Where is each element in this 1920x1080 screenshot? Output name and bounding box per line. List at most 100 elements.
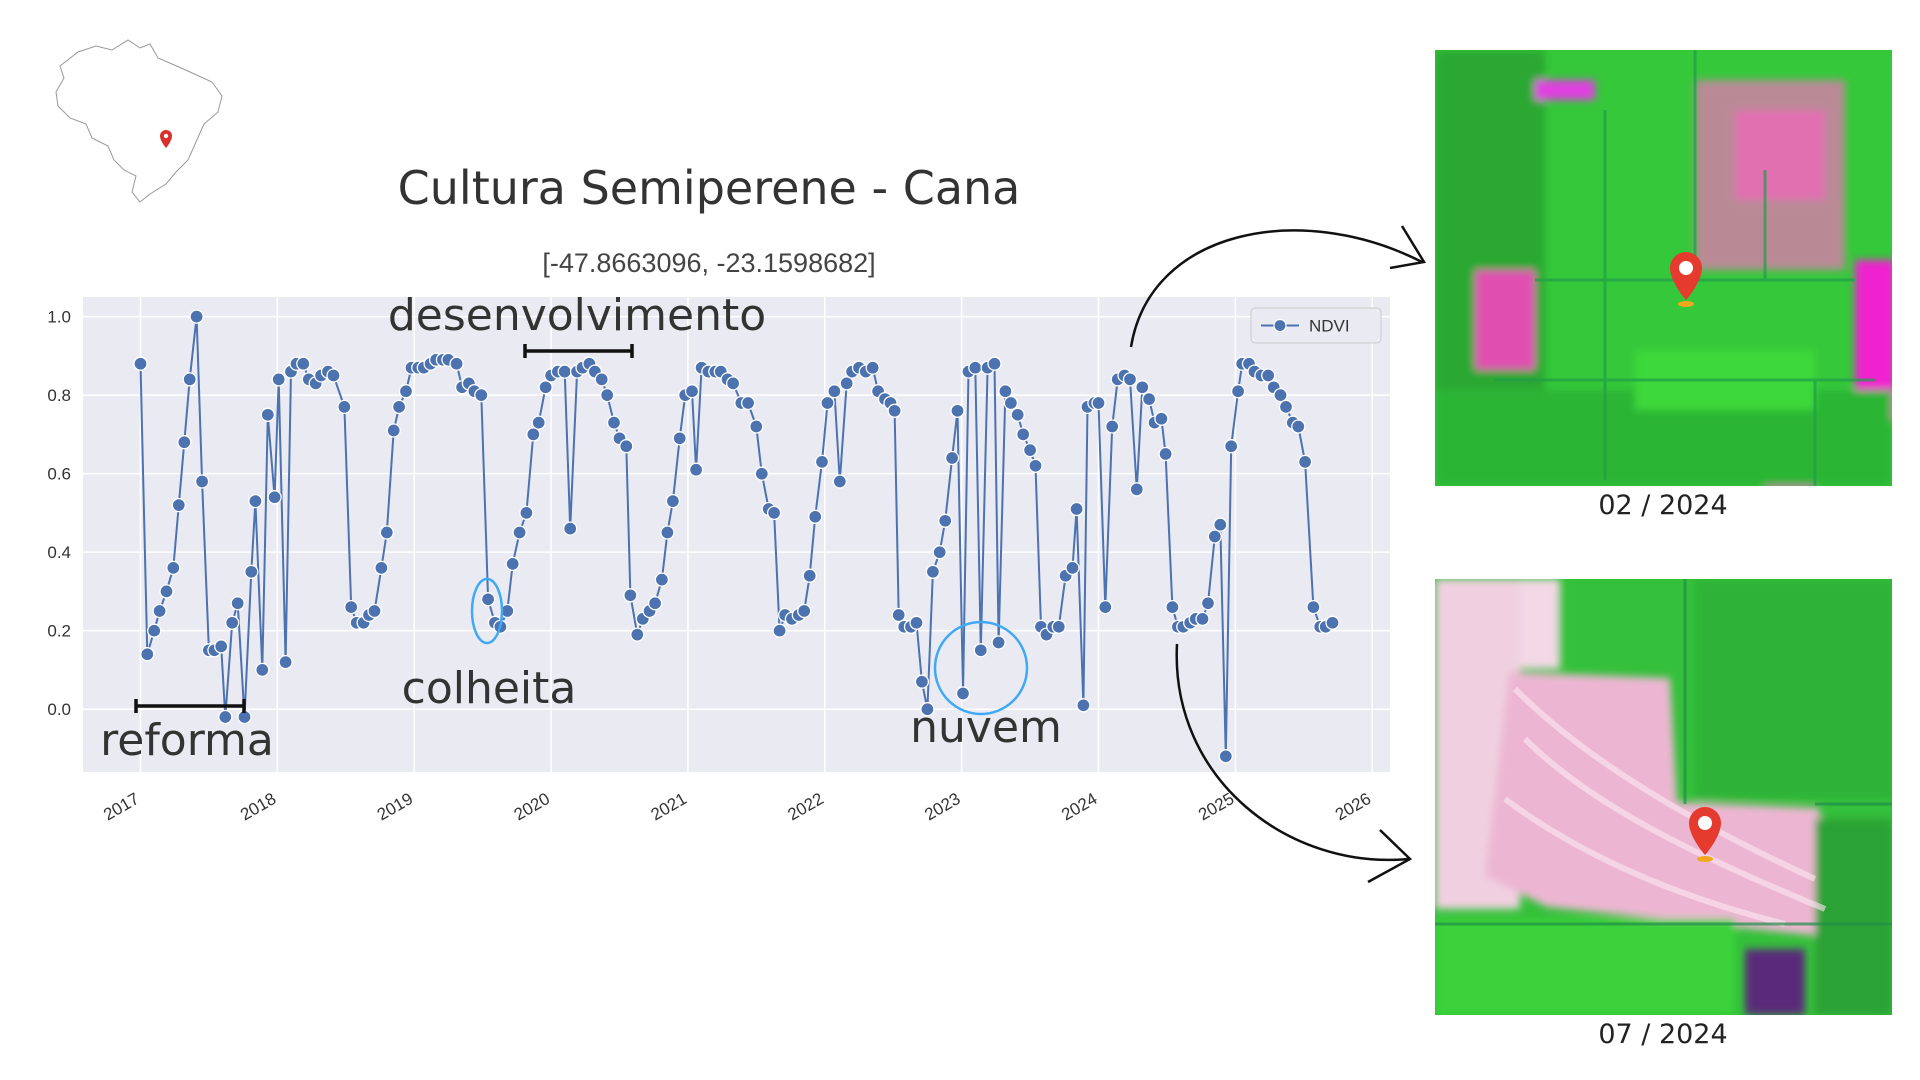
annotation-label: reforma [100,715,274,766]
data-point [955,686,971,701]
data-point [839,376,854,391]
data-point [1158,446,1173,462]
data-point [379,525,394,540]
data-point [1306,599,1321,615]
data-point [538,380,553,395]
y-tick-label: 0.2 [47,622,71,641]
data-point [797,603,812,619]
data-point [766,505,782,521]
data-point [133,356,148,371]
data-point [594,372,609,387]
data-point [814,454,830,470]
data-point [1278,399,1294,415]
data-point [512,525,527,540]
image-caption: 02 / 2024 [1598,490,1727,521]
data-point [891,607,906,623]
data-point [557,364,572,379]
x-tick-label: 2026 [1332,789,1374,824]
data-point [772,623,787,638]
chart-subtitle: [-47.8663096, -23.1598682] [542,248,875,278]
location-map [55,39,223,203]
data-point [865,360,880,375]
data-point [260,407,275,422]
data-point [920,702,935,717]
data-point [1325,615,1340,630]
data-point [519,505,534,521]
x-tick-label: 2017 [100,789,142,824]
x-tick-label: 2024 [1058,789,1100,824]
x-tick-label: 2023 [921,789,963,824]
data-point [391,399,407,415]
data-point [147,623,162,638]
x-tick-label: 2021 [648,789,690,824]
data-point [255,662,270,678]
data-point [619,439,634,454]
data-point [225,615,240,630]
location-pin-dot [163,133,169,139]
data-point [218,709,233,725]
data-point [267,490,282,505]
data-point [1051,619,1066,634]
data-point [1224,439,1239,454]
data-point [230,596,245,611]
highlight-ellipse [470,577,504,645]
data-point [654,572,670,587]
data [133,309,1340,764]
image-caption: 07 / 2024 [1598,1019,1727,1050]
data-point [531,415,546,430]
legend-box [1250,307,1382,344]
data-point [660,525,675,540]
data-point [1297,454,1313,470]
data-point [973,643,988,658]
data-point [1135,380,1150,395]
data-point [1195,611,1210,627]
data-point [474,387,489,403]
data-point [925,564,941,579]
data-point [1230,384,1246,399]
data-point [337,399,352,415]
bracket [523,344,634,358]
data-point [1022,442,1038,458]
data-point [832,474,847,489]
data-point [177,435,192,450]
data-point [526,427,541,442]
data-point [1200,596,1216,611]
arrow [1129,229,1423,348]
annotations: desenvolvimento colheita reforma nuvem [100,290,1062,766]
data-point [194,474,210,489]
data-point [271,372,286,387]
data-point [449,356,464,371]
data-point [1154,411,1169,426]
data-point [623,588,638,603]
data-point [398,384,414,399]
arrowhead [1367,829,1413,884]
data-point [808,509,823,524]
data-point [1291,419,1306,434]
data-point [326,368,341,383]
data-point [278,654,293,670]
data-point [1105,419,1120,434]
data-point [152,603,167,619]
data-point [684,384,700,399]
data-point [968,360,983,375]
data-point [987,356,1002,371]
x-tick-label: 2022 [785,789,827,824]
data-point [1010,407,1025,422]
data-point [1076,698,1091,713]
data-point [1218,749,1233,764]
data-point [244,564,259,579]
data-point [214,639,229,654]
y-tick-label: 0.6 [47,465,71,484]
data-point [248,493,263,509]
plot-area [83,297,1390,772]
data-point [1016,427,1031,442]
data-point [1003,395,1019,411]
legend: NDVI [1250,307,1382,344]
data-point [827,384,842,399]
data-point [647,596,663,611]
data-point [754,466,769,481]
data-point [1122,372,1138,387]
data-point [140,647,155,662]
